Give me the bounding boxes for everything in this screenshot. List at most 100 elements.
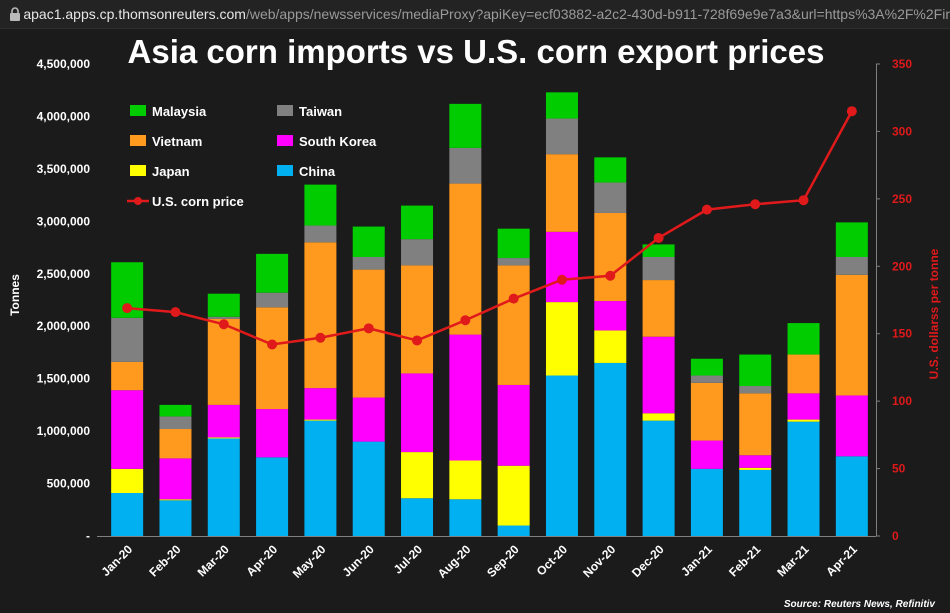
bar-vietnam-oct-20	[545, 154, 578, 232]
y-tick-right-0: 0	[892, 529, 899, 543]
y-tick-left-3: 1,500,000	[37, 372, 91, 386]
price-point-apr-20	[267, 339, 278, 350]
bar-japan-nov-20	[594, 330, 627, 363]
bar-japan-may-20	[304, 419, 337, 421]
bar-taiwan-feb-21	[739, 386, 772, 394]
y-tick-right-4: 200	[892, 259, 912, 273]
bar-malaysia-apr-21	[835, 222, 868, 257]
bar-taiwan-jun-20	[352, 256, 385, 270]
price-point-feb-21	[750, 199, 761, 210]
x-tick-aug-20: Aug-20	[435, 542, 474, 581]
bar-south-korea-sep-20	[497, 384, 530, 466]
legend-swatch-malaysia	[130, 105, 146, 116]
bar-south-korea-aug-20	[449, 334, 482, 461]
lock-icon	[6, 0, 23, 28]
bar-south-korea-jan-21	[690, 440, 723, 469]
bar-japan-jan-20	[111, 468, 144, 493]
bar-china-mar-20	[207, 438, 240, 536]
price-point-dec-20	[653, 232, 664, 243]
legend-swatch-vietnam	[130, 135, 146, 146]
bar-japan-dec-20	[642, 413, 675, 421]
bar-malaysia-may-20	[304, 184, 337, 226]
bar-vietnam-jun-20	[352, 269, 385, 398]
bar-china-jun-20	[352, 441, 385, 536]
legend-item-japan: Japan	[130, 164, 190, 179]
x-tick-apr-21: Apr-21	[823, 542, 860, 579]
x-tick-feb-21: Feb-21	[726, 542, 763, 579]
bar-taiwan-apr-21	[835, 256, 868, 275]
x-tick-may-20: May-20	[290, 542, 329, 581]
y-tick-left-7: 3,500,000	[37, 162, 91, 176]
price-point-oct-20	[556, 274, 567, 285]
x-tick-apr-20: Apr-20	[243, 542, 280, 579]
y-axis-label-right: U.S. dollarss per tonne	[927, 248, 941, 379]
bar-vietnam-jan-20	[111, 361, 144, 391]
legend-label-taiwan: Taiwan	[299, 104, 342, 119]
y-tick-right-3: 150	[892, 327, 912, 341]
x-tick-dec-20: Dec-20	[629, 542, 667, 580]
y-tick-left-2: 1,000,000	[37, 424, 91, 438]
chart-svg: Asia corn imports vs U.S. corn export pr…	[8, 33, 941, 610]
y-tick-left-5: 2,500,000	[37, 267, 91, 281]
bar-vietnam-mar-21	[787, 354, 820, 394]
bar-vietnam-feb-21	[739, 393, 772, 456]
bar-malaysia-feb-21	[739, 354, 772, 387]
legend-swatch-japan	[130, 165, 146, 176]
bar-taiwan-mar-20	[207, 316, 240, 319]
bar-malaysia-aug-20	[449, 103, 482, 148]
price-point-aug-20	[460, 315, 471, 326]
bar-malaysia-mar-21	[787, 323, 820, 355]
bar-vietnam-dec-20	[642, 280, 675, 337]
legend-marker-u-s-corn-price	[134, 197, 142, 205]
bar-south-korea-jul-20	[401, 373, 434, 453]
bar-south-korea-feb-20	[159, 458, 192, 500]
bar-malaysia-jan-21	[690, 358, 723, 376]
bar-japan-sep-20	[497, 465, 530, 526]
bar-china-may-20	[304, 420, 337, 536]
y-tick-left-0: -	[86, 529, 90, 543]
bar-taiwan-feb-20	[159, 416, 192, 430]
legend-swatch-china	[277, 165, 293, 176]
bar-japan-feb-20	[159, 499, 192, 501]
bar-vietnam-jul-20	[401, 265, 434, 374]
y-tick-right-6: 300	[892, 124, 912, 138]
bars-layer	[111, 92, 868, 536]
x-tick-sep-20: Sep-20	[484, 542, 522, 580]
bar-japan-mar-20	[207, 437, 240, 439]
y-tick-right-1: 50	[892, 462, 906, 476]
browser-url-bar[interactable]: apac1.apps.cp.thomsonreuters.com/web/app…	[0, 0, 950, 29]
bar-taiwan-oct-20	[545, 118, 578, 155]
bar-south-korea-nov-20	[594, 301, 627, 331]
legend-label-u-s-corn-price: U.S. corn price	[152, 194, 244, 209]
price-point-mar-20	[218, 319, 229, 330]
bar-vietnam-nov-20	[594, 212, 627, 302]
bar-south-korea-jan-20	[111, 390, 144, 469]
x-tick-jan-21: Jan-21	[678, 542, 715, 579]
bar-china-jan-21	[690, 468, 723, 536]
url-path: /web/apps/newsservices/mediaProxy?apiKey…	[245, 6, 950, 22]
legend-item-vietnam: Vietnam	[130, 134, 202, 149]
bar-taiwan-nov-20	[594, 182, 627, 213]
price-point-jan-21	[701, 204, 712, 215]
legend-label-china: China	[299, 164, 336, 179]
price-point-mar-21	[798, 195, 809, 206]
price-point-jun-20	[363, 323, 374, 334]
bar-south-korea-dec-20	[642, 336, 675, 414]
bar-south-korea-jun-20	[352, 397, 385, 442]
legend: Malaysia Taiwan Vietnam South Korea Japan Chi…	[127, 104, 377, 209]
y-tick-right-7: 350	[892, 57, 912, 71]
price-line	[127, 110, 853, 346]
bar-taiwan-jul-20	[401, 239, 434, 266]
bar-china-sep-20	[497, 525, 530, 536]
bar-china-apr-21	[835, 456, 868, 536]
bar-japan-oct-20	[545, 302, 578, 376]
url-text[interactable]: apac1.apps.cp.thomsonreuters.com/web/app…	[23, 6, 950, 22]
price-point-jul-20	[412, 335, 423, 346]
bar-taiwan-dec-20	[642, 256, 675, 281]
bar-malaysia-dec-20	[642, 244, 675, 257]
bar-taiwan-may-20	[304, 225, 337, 243]
bar-south-korea-may-20	[304, 388, 337, 420]
x-tick-nov-20: Nov-20	[580, 542, 618, 580]
bar-china-jan-20	[111, 492, 144, 536]
x-tick-feb-20: Feb-20	[146, 542, 183, 579]
